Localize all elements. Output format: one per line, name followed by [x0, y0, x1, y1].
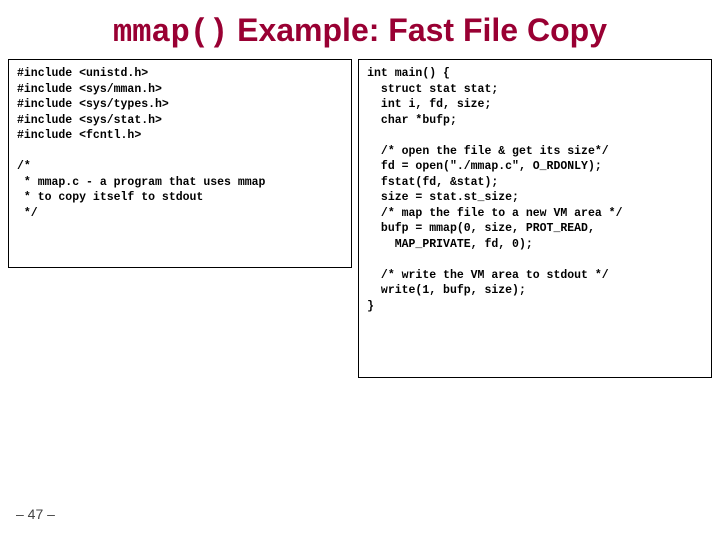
left-code-box: #include <unistd.h> #include <sys/mman.h…	[8, 59, 352, 268]
right-code-box: int main() { struct stat stat; int i, fd…	[358, 59, 712, 378]
title-mono: mmap()	[113, 14, 228, 51]
title-rest: Example: Fast File Copy	[228, 12, 607, 48]
slide-title: mmap() Example: Fast File Copy	[0, 0, 720, 59]
code-columns: #include <unistd.h> #include <sys/mman.h…	[0, 59, 720, 378]
page-number: – 47 –	[16, 506, 55, 522]
slide: mmap() Example: Fast File Copy #include …	[0, 0, 720, 540]
